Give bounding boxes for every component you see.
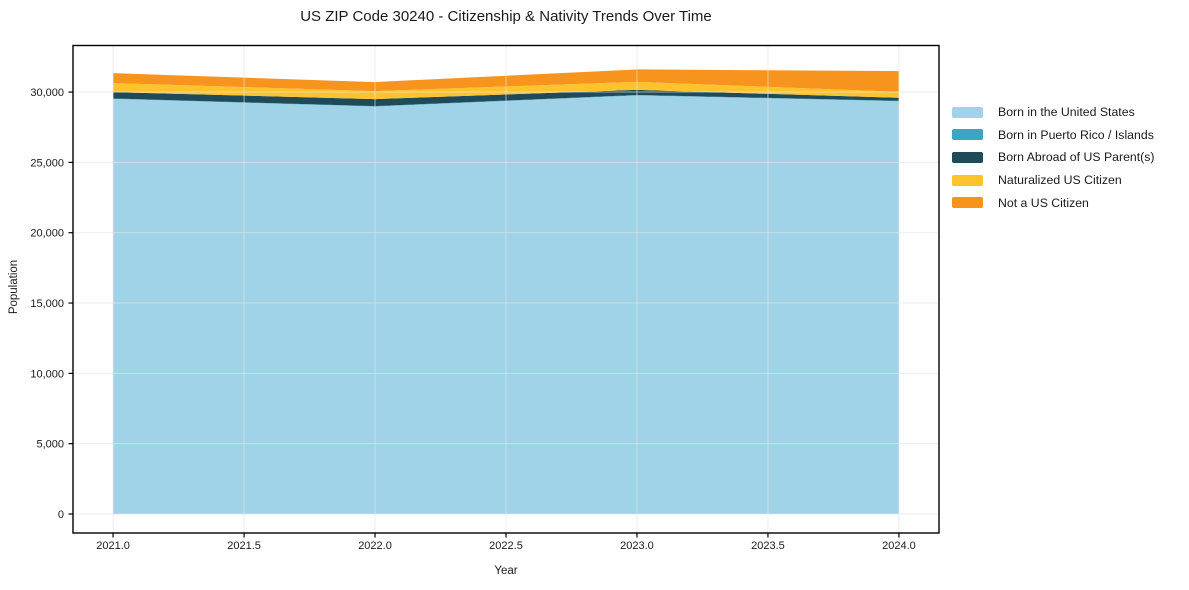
x-tick-label: 2023.5 xyxy=(751,540,785,552)
x-tick-label: 2024.0 xyxy=(882,540,916,552)
y-tick-label: 0 xyxy=(58,509,64,521)
legend-swatch-icon xyxy=(952,129,983,141)
x-tick-label: 2022.0 xyxy=(358,540,392,552)
legend: Born in the United States Born in Puerto … xyxy=(952,101,1155,214)
legend-item: Born Abroad of US Parent(s) xyxy=(952,146,1155,169)
legend-item: Naturalized US Citizen xyxy=(952,169,1155,192)
legend-label: Born in Puerto Rico / Islands xyxy=(998,127,1154,142)
y-tick-label: 30,000 xyxy=(30,87,64,99)
x-tick-label: 2023.0 xyxy=(620,540,654,552)
legend-swatch-icon xyxy=(952,151,983,163)
y-axis-label: Population xyxy=(8,259,20,315)
legend-label: Not a US Citizen xyxy=(998,195,1089,210)
y-tick-label: 15,000 xyxy=(30,298,64,310)
legend-label: Naturalized US Citizen xyxy=(998,173,1122,188)
legend-swatch-icon xyxy=(952,197,983,209)
y-tick-label: 10,000 xyxy=(30,368,64,380)
y-tick-label: 20,000 xyxy=(30,228,64,240)
y-tick-label: 25,000 xyxy=(30,157,64,169)
legend-item: Born in the United States xyxy=(952,101,1155,124)
legend-label: Born in the United States xyxy=(998,105,1135,120)
chart-title: US ZIP Code 30240 - Citizenship & Nativi… xyxy=(300,8,712,25)
legend-swatch-icon xyxy=(952,174,983,186)
x-tick-label: 2021.0 xyxy=(96,540,130,552)
y-tick-label: 5,000 xyxy=(36,439,64,451)
legend-label: Born Abroad of US Parent(s) xyxy=(998,150,1155,165)
legend-item: Not a US Citizen xyxy=(952,191,1155,214)
x-axis-label: Year xyxy=(494,565,518,577)
x-tick-label: 2021.5 xyxy=(227,540,261,552)
legend-item: Born in Puerto Rico / Islands xyxy=(952,124,1155,147)
legend-swatch-icon xyxy=(952,106,983,118)
x-tick-label: 2022.5 xyxy=(489,540,523,552)
